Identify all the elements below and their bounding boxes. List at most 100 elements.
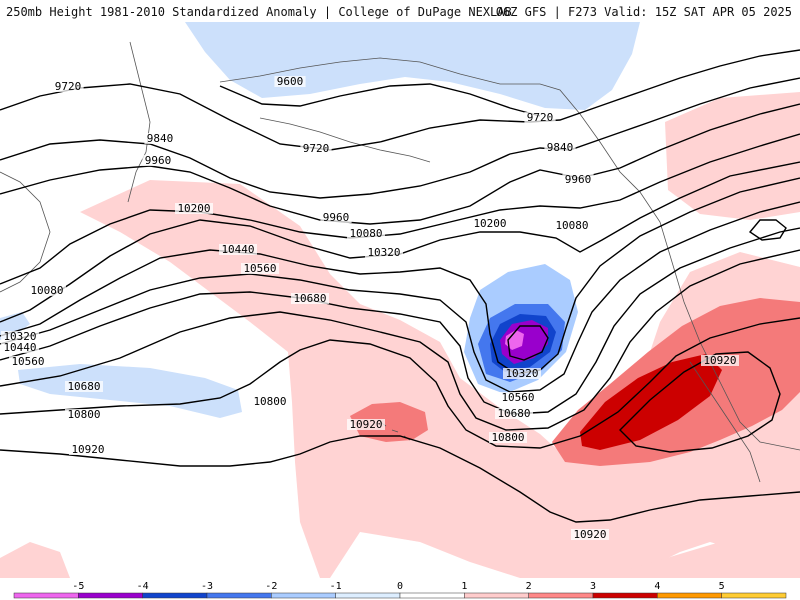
contour-10920-ridge [619, 351, 781, 453]
contour-label: 10560 [243, 262, 276, 275]
positive-anomaly-regions [0, 92, 800, 578]
colorbar-tick-label: -2 [265, 581, 277, 592]
coastline-aleutians [259, 117, 431, 163]
colorbar-segment [142, 592, 208, 599]
contour-9600 [219, 83, 541, 117]
contour-label: 10920 [703, 354, 736, 367]
contour-label: 10320 [367, 246, 400, 259]
contour-label-bg [347, 228, 385, 239]
contour-label: 9600 [277, 75, 304, 88]
contour-label-bg [28, 285, 66, 296]
contour-label: 10320 [505, 367, 538, 380]
colorbar-segment [464, 592, 529, 599]
contour-label: 10080 [349, 227, 382, 240]
colorbar-bar [13, 592, 787, 599]
colorbar-tick-label: 5 [719, 581, 725, 592]
coastline-baja [689, 361, 761, 483]
trough-anomaly-4 [500, 320, 548, 364]
contour-label-bg [489, 432, 527, 443]
contour-label-bg [562, 174, 594, 185]
contour-label: 10800 [67, 408, 100, 421]
contour-closed-low [507, 325, 549, 361]
contour-10080 [0, 133, 800, 285]
contour-label: 10560 [501, 391, 534, 404]
colorbar-tick-label: -5 [72, 581, 84, 592]
anomaly-region-ridge-darkred [580, 354, 722, 450]
colorbar-segment [13, 592, 79, 599]
anomaly-region-west-blue [18, 364, 242, 418]
contour-label-bg [175, 203, 213, 214]
contour-label-bg [320, 212, 352, 223]
colorbar-segment [206, 592, 272, 599]
contour-label-bg [571, 529, 609, 540]
contour-label-bg [365, 247, 403, 258]
contour-label-bg [9, 356, 47, 367]
colorbar-tick-labels: -5 -4 -3 -2 -1 0 1 2 3 4 5 [72, 581, 724, 592]
contour-label: 10560 [11, 355, 44, 368]
colorbar-segment [399, 592, 465, 599]
contour-label: 10680 [497, 407, 530, 420]
contour-label: 10800 [491, 431, 524, 444]
colorbar-segment [528, 592, 594, 599]
map-panel: 9600 9720 9720 9720 9840 9840 9960 9960 9960 1008… [0, 22, 800, 578]
colorbar-segment [592, 592, 658, 599]
colorbar-segment [721, 592, 787, 599]
contour-label: 10200 [177, 202, 210, 215]
contour-label: 10080 [30, 284, 63, 297]
contour-10320 [0, 177, 800, 375]
contour-10440 [0, 201, 800, 393]
contour-label-bg [471, 218, 509, 229]
contour-label: 9840 [147, 132, 174, 145]
contour-label-bg [65, 409, 103, 420]
contour-label-bg [503, 368, 541, 379]
anomaly-region-southeast-pink [600, 538, 800, 578]
colorbar-tick-label: 2 [526, 581, 532, 592]
contour-label: 10440 [3, 341, 36, 354]
contour-label-bg [69, 444, 107, 455]
contour-label: 10320 [3, 330, 36, 343]
colorbar-tick-label: -4 [137, 581, 149, 592]
contour-labels: 9600 9720 9720 9720 9840 9840 9960 9960 9960 1008… [1, 75, 739, 541]
contour-label-bg [495, 408, 533, 419]
colorbar-tick-label: 4 [654, 581, 660, 592]
contour-label-bg [1, 331, 39, 342]
contour-label: 9720 [303, 142, 330, 155]
contour-label-bg [52, 81, 84, 92]
contour-label: 9960 [145, 154, 172, 167]
contour-label-bg [524, 112, 556, 123]
contour-10680 [0, 249, 800, 431]
contour-label-bg [701, 355, 739, 366]
map-title: 250mb Height 1981-2010 Standardized Anom… [6, 5, 512, 19]
contour-label: 9960 [323, 211, 350, 224]
coastline-japan [0, 171, 51, 293]
anomaly-region-north-blue [185, 22, 640, 110]
trough-anomaly-5 [505, 330, 524, 350]
colorbar-tick-label: 1 [461, 581, 467, 592]
contour-label-bg [251, 396, 289, 407]
contour-label-bg [274, 76, 306, 87]
contour-label-bg [499, 392, 537, 403]
anomaly-region-pacific-pink [80, 180, 800, 578]
contour-label: 10200 [473, 217, 506, 230]
contour-10800 [0, 317, 800, 449]
colorbar-tick-label: 0 [397, 581, 403, 592]
colorbar-segment [657, 592, 722, 599]
contour-label-bg [1, 342, 39, 353]
contour-label-bg [65, 381, 103, 392]
colorbar-tick-label: -1 [330, 581, 342, 592]
colorbar-segment [271, 592, 336, 599]
contour-label: 9960 [565, 173, 592, 186]
contour-label-bg [219, 244, 257, 255]
contour-label-bg [241, 263, 279, 274]
anomaly-region-south-pink [0, 542, 70, 578]
contour-label-bg [144, 133, 176, 144]
colorbar-segment [78, 592, 143, 599]
contour-closed-high [748, 219, 787, 241]
colorbar: -5 -4 -3 -2 -1 0 1 2 3 4 5 [0, 578, 800, 600]
contour-10200 [0, 161, 800, 323]
contour-label: 9720 [527, 111, 554, 124]
model-run-info: 06Z GFS | F273 Valid: 15Z SAT APR 05 202… [495, 5, 792, 19]
contour-label-bg [544, 142, 576, 153]
contour-label: 10680 [67, 380, 100, 393]
contour-label: 9720 [55, 80, 82, 93]
